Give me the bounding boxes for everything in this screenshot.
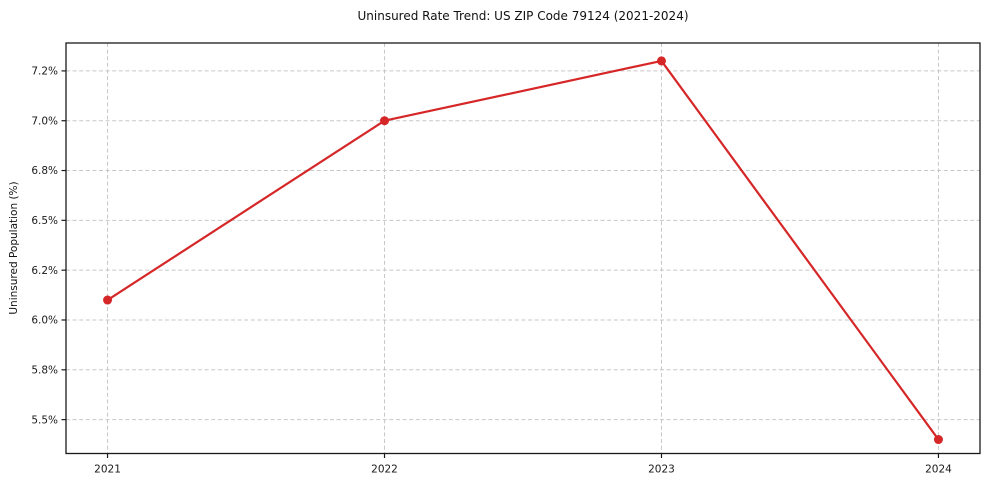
- chart-title: Uninsured Rate Trend: US ZIP Code 79124 …: [357, 9, 689, 23]
- data-point-marker: [380, 116, 390, 126]
- y-tick-label: 5.8%: [31, 365, 58, 377]
- plot-frame: [65, 42, 981, 455]
- data-point-marker: [656, 56, 666, 66]
- y-tick-label: 6.0%: [31, 315, 58, 327]
- y-tick-label: 6.8%: [31, 165, 58, 177]
- y-tick-label: 6.5%: [31, 215, 58, 227]
- data-point-marker: [933, 435, 943, 445]
- y-tick-label: 5.5%: [31, 414, 58, 426]
- y-tick-label: 7.0%: [31, 115, 58, 127]
- y-tick-label: 7.2%: [31, 66, 58, 78]
- x-tick-label: 2021: [94, 464, 121, 476]
- y-tick-label: 6.2%: [31, 265, 58, 277]
- data-point-marker: [103, 295, 113, 305]
- x-tick-label: 2023: [648, 464, 675, 476]
- chart-line: [106, 59, 940, 441]
- x-tick-label: 2022: [371, 464, 398, 476]
- x-tick-label: 2024: [925, 464, 952, 476]
